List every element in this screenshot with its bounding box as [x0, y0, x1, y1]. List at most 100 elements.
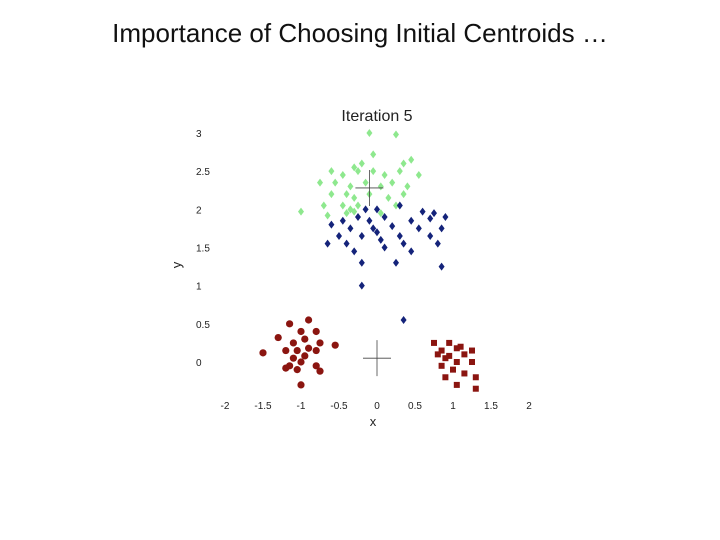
data-point-circle: [289, 354, 297, 362]
data-point-circle: [282, 346, 290, 355]
data-point-diamond: [400, 190, 407, 199]
data-point-diamond: [393, 258, 399, 267]
x-tick-label: -2: [221, 401, 230, 412]
data-point-circle: [297, 358, 305, 366]
data-point-diamond: [358, 232, 365, 241]
data-point-diamond: [427, 232, 434, 241]
data-point-diamond: [366, 129, 373, 137]
data-point-square: [438, 362, 445, 369]
data-point-square: [438, 347, 445, 354]
data-points: [259, 129, 479, 392]
data-point-square: [472, 374, 479, 381]
y-tick-label: 2.5: [196, 167, 210, 178]
data-point-circle: [316, 367, 324, 375]
data-point-circle: [289, 339, 297, 347]
data-point-diamond: [355, 167, 361, 176]
data-point-square: [431, 339, 437, 346]
data-point-diamond: [404, 182, 411, 191]
data-point-circle: [297, 327, 305, 336]
data-point-diamond: [328, 220, 335, 229]
y-tick-label: 2: [196, 205, 202, 216]
y-tick-label: 3: [196, 129, 202, 140]
data-point-circle: [305, 344, 313, 352]
data-point-square: [453, 345, 460, 352]
data-point-diamond: [442, 212, 449, 221]
data-point-diamond: [377, 182, 384, 191]
data-point-diamond: [393, 130, 399, 139]
data-point-diamond: [438, 224, 445, 233]
data-point-diamond: [343, 209, 350, 218]
data-point-diamond: [400, 159, 407, 168]
data-point-circle: [293, 366, 301, 374]
data-point-diamond: [355, 201, 361, 210]
data-point-diamond: [427, 214, 434, 223]
data-point-circle: [316, 339, 324, 347]
data-point-diamond: [377, 235, 384, 244]
x-tick-label: -0.5: [330, 401, 348, 412]
data-point-diamond: [415, 170, 422, 179]
data-point-diamond: [317, 178, 323, 187]
x-axis-ticks: -2 -1.5 -1 -0.5 0 0.5 1 1.5 2: [221, 401, 533, 412]
y-tick-label: 0: [196, 358, 202, 369]
data-point-circle: [331, 341, 339, 349]
data-point-diamond: [332, 178, 339, 187]
data-point-diamond: [396, 232, 403, 241]
data-point-circle: [274, 333, 282, 342]
data-point-circle: [301, 352, 309, 360]
data-point-diamond: [324, 211, 331, 220]
data-point-square: [469, 347, 475, 354]
data-point-diamond: [328, 190, 335, 199]
data-point-circle: [305, 316, 313, 324]
centroid-cross: [355, 169, 384, 206]
x-tick-label: 2: [526, 401, 532, 412]
x-tick-label: -1.5: [254, 401, 272, 412]
centroid-cross: [363, 340, 391, 377]
x-tick-label: -1: [297, 401, 306, 412]
data-point-diamond: [339, 170, 346, 179]
data-point-circle: [312, 327, 320, 336]
data-point-square: [446, 339, 453, 346]
data-point-diamond: [381, 170, 388, 179]
data-point-diamond: [358, 258, 365, 267]
data-point-diamond: [347, 182, 354, 191]
data-point-square: [434, 351, 441, 358]
data-point-diamond: [336, 232, 342, 241]
x-tick-label: 0.5: [408, 401, 422, 412]
chart-title: Iteration 5: [341, 108, 412, 125]
data-point-square: [442, 374, 449, 381]
data-point-diamond: [351, 247, 358, 256]
data-point-diamond: [381, 243, 388, 252]
data-point-diamond: [434, 239, 441, 248]
x-tick-label: 1: [450, 401, 456, 412]
data-point-diamond: [385, 193, 392, 202]
data-point-diamond: [396, 201, 403, 210]
x-axis-label: x: [370, 414, 377, 429]
data-point-square: [442, 355, 449, 362]
data-point-diamond: [370, 150, 377, 159]
data-point-diamond: [415, 224, 422, 233]
data-point-circle: [286, 320, 294, 328]
data-point-diamond: [351, 193, 358, 202]
data-point-diamond: [339, 216, 346, 225]
data-point-diamond: [438, 262, 445, 271]
data-point-circle: [312, 346, 320, 355]
data-point-diamond: [362, 205, 369, 214]
data-point-square: [453, 381, 460, 388]
y-tick-label: 1.5: [196, 244, 210, 255]
data-point-square: [461, 351, 468, 358]
data-point-diamond: [362, 178, 369, 187]
data-point-circle: [259, 349, 267, 357]
data-point-diamond: [374, 228, 380, 237]
data-point-diamond: [351, 207, 358, 216]
data-point-circle: [297, 381, 305, 389]
data-point-square: [461, 370, 468, 377]
data-point-diamond: [320, 201, 327, 210]
data-point-diamond: [389, 178, 396, 187]
data-point-square: [450, 366, 456, 373]
data-point-square: [469, 359, 475, 365]
data-point-diamond: [431, 209, 437, 218]
data-point-square: [457, 343, 464, 350]
data-point-square: [453, 359, 460, 365]
data-point-diamond: [351, 163, 358, 172]
